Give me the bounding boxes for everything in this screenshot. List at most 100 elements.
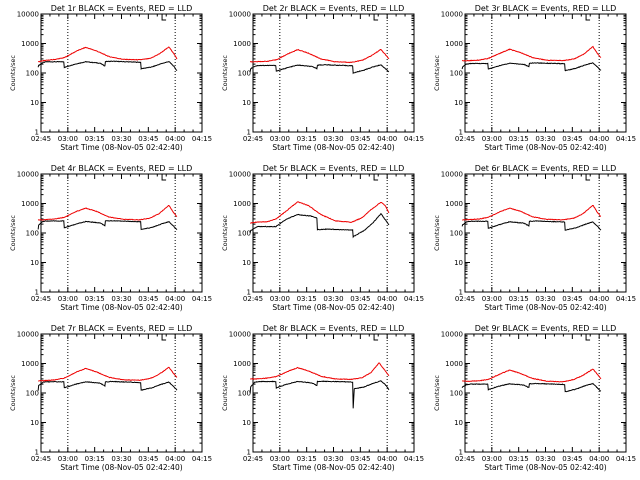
y-tick-label: 10000 <box>229 331 251 339</box>
series-line-events <box>461 220 602 231</box>
x-axis-label: Start Time (08-Nov-05 02:42:40) <box>484 143 606 152</box>
x-tick-label: 04:00 <box>377 295 397 303</box>
y-tick-label: 10 <box>242 99 251 107</box>
plot-frame <box>40 333 203 453</box>
x-tick-label: 02:45 <box>455 455 475 463</box>
y-tick-label: 10000 <box>17 331 39 339</box>
x-tick-label: 02:45 <box>243 455 263 463</box>
x-tick-label: 03:45 <box>562 295 582 303</box>
x-tick-label: 02:45 <box>31 295 51 303</box>
x-tick-label: 04:15 <box>404 295 424 303</box>
x-tick-label: 02:45 <box>243 135 263 143</box>
y-tick-label: 10 <box>30 259 39 267</box>
y-tick-label: 100 <box>238 70 251 78</box>
x-tick-label: 03:45 <box>562 135 582 143</box>
y-tick-label: 100 <box>450 390 463 398</box>
series-line-events <box>249 64 390 75</box>
interval-marker <box>373 334 379 341</box>
y-tick-label: 1 <box>35 449 39 457</box>
x-axis-label: Start Time (08-Nov-05 02:42:40) <box>272 463 394 472</box>
chart-panel-3: Det 3r BLACK = Events, RED = LLD 1 10 100 10… <box>433 4 636 152</box>
x-tick-label: 03:30 <box>535 455 555 463</box>
y-tick-label: 10 <box>242 259 251 267</box>
chart-title: Det 1r BLACK = Events, RED = LLD <box>51 4 193 13</box>
y-axis-label: Counts/sec <box>9 375 17 411</box>
y-tick-label: 10000 <box>441 11 463 19</box>
y-tick-label: 10000 <box>441 171 463 179</box>
chart-panel-2: Det 2r BLACK = Events, RED = LLD 1 10 100 10… <box>221 4 424 152</box>
x-tick-label: 04:15 <box>616 295 636 303</box>
interval-marker <box>585 334 591 341</box>
y-tick-label: 1000 <box>233 40 251 48</box>
y-axis-label: Counts/sec <box>221 375 229 411</box>
y-tick-label: 1000 <box>233 360 251 368</box>
y-tick-label: 1 <box>459 289 463 297</box>
plot-frame <box>464 173 627 293</box>
series-line-events <box>461 62 602 72</box>
x-tick-label: 04:15 <box>192 135 212 143</box>
plot-frame <box>40 13 203 133</box>
y-tick-label: 100 <box>238 230 251 238</box>
x-tick-label: 04:00 <box>377 135 397 143</box>
plot-frame <box>252 13 415 133</box>
x-tick-label: 03:45 <box>138 455 158 463</box>
x-tick-label: 03:45 <box>350 455 370 463</box>
chart-panel-8: Det 8r BLACK = Events, RED = LLD 1 10 100 10… <box>221 324 424 472</box>
x-tick-label: 04:00 <box>589 295 609 303</box>
x-tick-label: 03:45 <box>562 455 582 463</box>
x-tick-label: 03:45 <box>138 135 158 143</box>
x-tick-label: 03:30 <box>323 455 343 463</box>
y-tick-label: 10000 <box>17 11 39 19</box>
interval-marker <box>161 14 167 21</box>
x-tick-label: 03:30 <box>111 295 131 303</box>
chart-title: Det 5r BLACK = Events, RED = LLD <box>263 164 405 173</box>
y-tick-label: 10000 <box>229 11 251 19</box>
plot-frame <box>464 13 627 133</box>
x-tick-label: 03:00 <box>270 135 290 143</box>
series-line-events <box>249 380 390 409</box>
x-tick-label: 02:45 <box>455 295 475 303</box>
chart-panel-7: Det 7r BLACK = Events, RED = LLD 1 10 100 10… <box>9 324 212 472</box>
y-tick-label: 1 <box>247 129 251 137</box>
y-tick-label: 1 <box>247 289 251 297</box>
series-line-lld <box>38 46 178 63</box>
y-tick-label: 10000 <box>441 331 463 339</box>
chart-title: Det 9r BLACK = Events, RED = LLD <box>475 324 617 333</box>
x-axis-label: Start Time (08-Nov-05 02:42:40) <box>60 303 182 312</box>
x-tick-label: 03:00 <box>482 455 502 463</box>
x-tick-label: 03:30 <box>111 135 131 143</box>
y-axis-label: Counts/sec <box>9 55 17 91</box>
y-tick-label: 10 <box>30 99 39 107</box>
x-tick-label: 03:15 <box>297 295 317 303</box>
chart-panel-4: Det 4r BLACK = Events, RED = LLD 1 10 100 10… <box>9 164 212 312</box>
y-tick-label: 1000 <box>21 360 39 368</box>
x-tick-label: 04:00 <box>377 455 397 463</box>
y-tick-label: 10000 <box>229 171 251 179</box>
interval-marker <box>161 174 167 181</box>
x-tick-label: 03:30 <box>535 295 555 303</box>
x-tick-label: 03:00 <box>270 455 290 463</box>
x-tick-label: 03:15 <box>85 135 105 143</box>
chart-panel-6: Det 6r BLACK = Events, RED = LLD 1 10 100 10… <box>433 164 636 312</box>
x-tick-label: 03:00 <box>482 295 502 303</box>
y-tick-label: 1 <box>247 449 251 457</box>
y-axis-label: Counts/sec <box>433 215 441 251</box>
y-tick-label: 1000 <box>21 40 39 48</box>
x-tick-label: 03:00 <box>482 135 502 143</box>
interval-marker <box>373 14 379 21</box>
y-tick-label: 1000 <box>21 200 39 208</box>
chart-title: Det 8r BLACK = Events, RED = LLD <box>263 324 405 333</box>
y-axis-label: Counts/sec <box>433 375 441 411</box>
y-tick-label: 100 <box>450 230 463 238</box>
x-axis-label: Start Time (08-Nov-05 02:42:40) <box>484 463 606 472</box>
x-tick-label: 02:45 <box>455 135 475 143</box>
x-tick-label: 04:00 <box>165 135 185 143</box>
interval-marker <box>585 174 591 181</box>
chart-title: Det 6r BLACK = Events, RED = LLD <box>475 164 617 173</box>
y-axis-label: Counts/sec <box>433 55 441 91</box>
y-axis-label: Counts/sec <box>221 55 229 91</box>
series-line-lld <box>462 205 602 221</box>
series-line-lld <box>462 368 602 383</box>
x-tick-label: 04:00 <box>165 455 185 463</box>
